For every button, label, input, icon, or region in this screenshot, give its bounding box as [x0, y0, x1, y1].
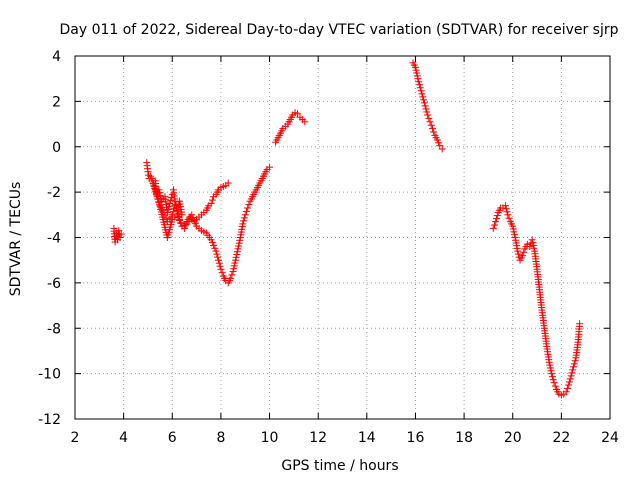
x-tick-label: 6 [168, 430, 177, 446]
y-tick-label: -8 [47, 321, 61, 337]
x-tick-label: 20 [504, 430, 522, 446]
x-tick-label: 22 [552, 430, 570, 446]
y-tick-label: -4 [47, 231, 61, 247]
x-axis-label: GPS time / hours [281, 458, 398, 474]
sdtvar-scatter-chart: 2 4 6 8 10 12 14 16 18 20 22 24420-2-4-6-8-10-12 Da… [0, 0, 640, 480]
y-tick-label: 4 [52, 49, 61, 65]
x-tick-label: 8 [216, 430, 225, 446]
x-tick-label: 2 [71, 430, 80, 446]
x-tick-label: 16 [407, 430, 425, 446]
x-tick-label: 14 [358, 430, 376, 446]
x-tick-label: 12 [309, 430, 327, 446]
y-tick-label: 2 [52, 94, 61, 110]
x-tick-label: 24 [601, 430, 619, 446]
x-tick-label: 4 [119, 430, 128, 446]
chart-title: Day 011 of 2022, Sidereal Day-to-day VTE… [59, 22, 618, 38]
y-axis-label: SDTVAR / TECUs [8, 182, 24, 297]
x-tick-label: 10 [261, 430, 279, 446]
x-tick-label: 18 [455, 430, 473, 446]
y-tick-label: -6 [47, 276, 61, 292]
y-tick-label: -10 [38, 367, 61, 383]
y-tick-label: -12 [38, 412, 61, 428]
y-tick-label: 0 [52, 140, 61, 156]
y-tick-label: -2 [47, 185, 61, 201]
